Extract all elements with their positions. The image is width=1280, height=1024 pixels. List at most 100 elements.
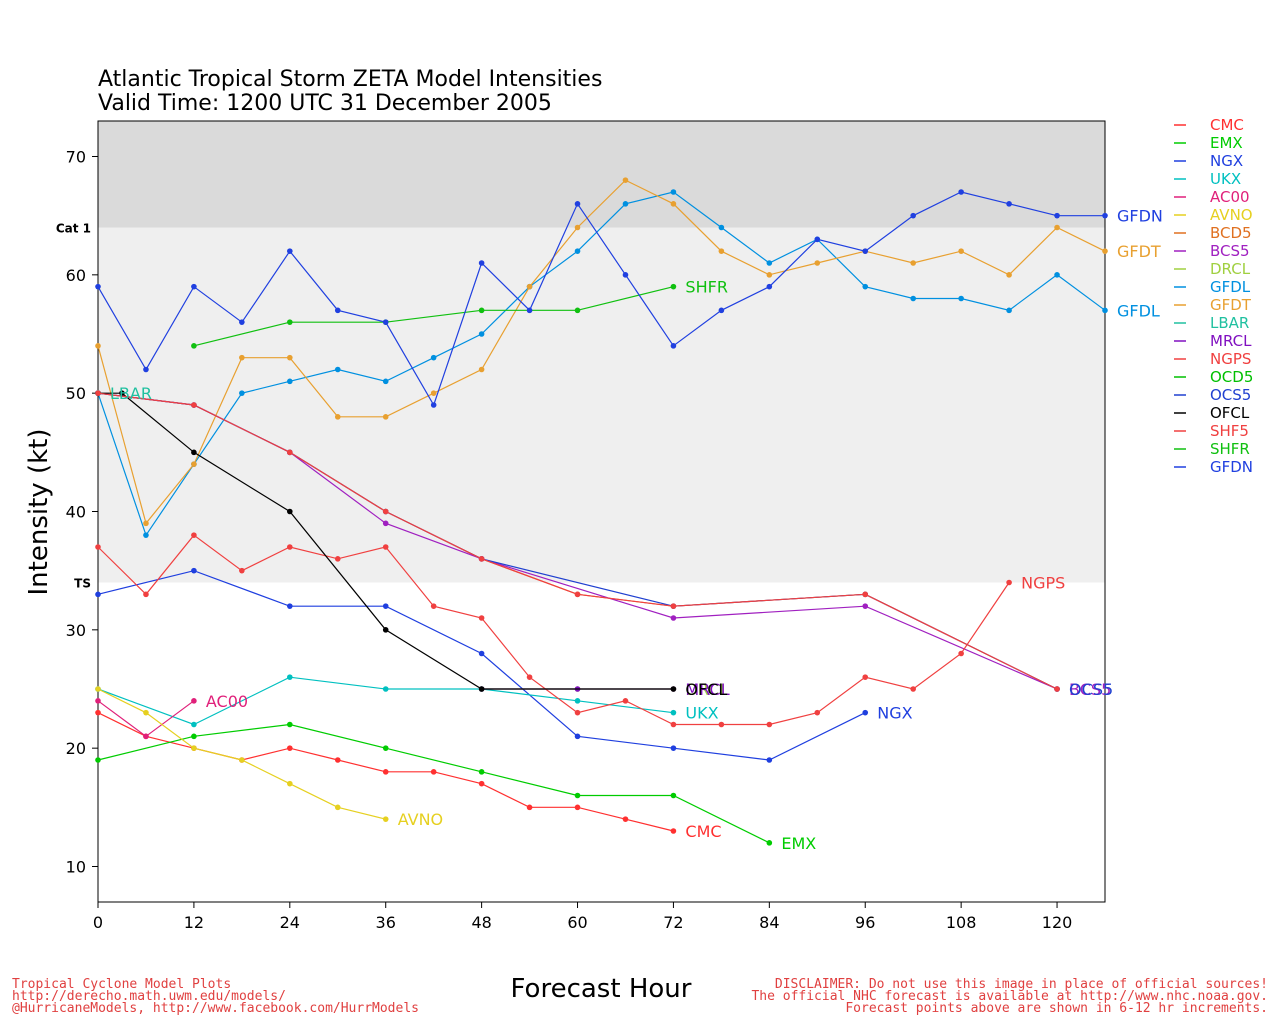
footer-left-line-2: http://derecho.math.uwm.edu/models/	[12, 989, 286, 1004]
point-cmc	[382, 769, 389, 775]
point-gfdl	[334, 366, 341, 373]
point-emx	[478, 769, 485, 775]
series-ngx	[95, 567, 869, 763]
point-shfr	[670, 283, 677, 290]
point-avno	[287, 780, 293, 787]
footer-right-line-3: Forecast points above are shown in 6-12 …	[845, 1001, 1268, 1016]
series-cmc	[95, 709, 677, 834]
y-tick-label: 20	[66, 739, 86, 758]
point-ngx	[287, 603, 293, 609]
point-gfdt	[191, 461, 197, 467]
point-ukx	[191, 721, 197, 728]
band-label-ts: TS	[74, 577, 91, 591]
end-label-ac00: AC00	[206, 692, 248, 711]
legend-label-gfdn: GFDN	[1210, 458, 1253, 476]
point-gfdn	[526, 307, 533, 314]
series-ac00	[95, 698, 197, 740]
point-gfdl	[574, 248, 581, 254]
point-emx	[287, 721, 293, 728]
x-axis-label: Forecast Hour	[511, 974, 692, 1004]
legend-label-gfdt: GFDT	[1210, 296, 1252, 314]
intensity-bands: TS Cat 1	[56, 121, 1105, 591]
point-shfr	[191, 343, 197, 349]
point-cmc	[334, 757, 341, 763]
point-shf5	[478, 556, 485, 562]
point-gfdn	[191, 283, 197, 290]
point-gfdl	[382, 378, 389, 385]
point-avno	[95, 686, 101, 692]
point-avno	[382, 816, 389, 822]
end-label-bcs5: BCS5	[1069, 680, 1111, 699]
point-ngps	[622, 698, 629, 704]
point-gfdt	[430, 390, 437, 396]
legend-label-ngx: NGX	[1210, 152, 1243, 170]
point-cmc	[622, 816, 629, 822]
point-gfdn	[1054, 212, 1060, 219]
point-shf5	[191, 402, 197, 408]
point-ngx	[670, 745, 677, 751]
point-avno	[334, 804, 341, 811]
point-gfdl	[1054, 272, 1060, 278]
point-gfdn	[574, 201, 581, 207]
point-gfdt	[1102, 248, 1108, 254]
point-gfdl	[287, 378, 293, 385]
legend-label-ukx: UKX	[1210, 170, 1241, 188]
legend-label-ocd5: OCD5	[1210, 368, 1253, 386]
point-bcs5	[382, 520, 389, 527]
point-gfdt	[574, 224, 581, 231]
point-emx	[766, 840, 773, 846]
y-tick-label: 70	[66, 148, 86, 167]
point-cmc	[287, 745, 293, 751]
point-ngps	[191, 532, 197, 538]
end-label-drcl: DRCL	[685, 680, 728, 699]
point-cmc	[478, 780, 485, 787]
point-emx	[191, 733, 197, 740]
series-line-emx	[97, 723, 770, 844]
point-shf5	[1054, 686, 1060, 692]
x-tick-label: 60	[567, 913, 587, 932]
footer-right-line-2: The official NHC forecast is available a…	[751, 989, 1268, 1004]
legend-label-shfr: SHFR	[1210, 440, 1250, 458]
point-gfdt	[478, 366, 485, 373]
point-ukx	[574, 698, 581, 704]
series-end-labels: CMC EMX NGX UKX AC00 AVNO BCS5 DRCL GFDL GFDT LBAR…	[110, 207, 1163, 853]
x-tick-label: 72	[663, 913, 683, 932]
point-ngps	[718, 721, 725, 728]
legend-label-emx: EMX	[1210, 134, 1243, 152]
end-label-mrcl: MRCL	[685, 680, 729, 699]
point-shfr	[478, 307, 485, 314]
footer-right-line-1: DISCLAIMER: Do not use this image in pla…	[775, 977, 1268, 992]
end-label-gfdt: GFDT	[1117, 242, 1161, 261]
point-ngps	[766, 721, 773, 728]
y-tick-label: 40	[66, 503, 86, 522]
point-gfdn	[478, 260, 485, 266]
point-ngx	[95, 591, 101, 598]
point-bcs5	[862, 603, 869, 609]
point-gfdl	[1006, 307, 1012, 314]
series-emx	[95, 721, 773, 846]
y-axis-label: Intensity (kt)	[24, 429, 54, 596]
legend-label-lbar: LBAR	[1210, 314, 1249, 332]
end-label-avno: AVNO	[398, 810, 443, 829]
y-tick-label: 10	[66, 858, 86, 877]
point-gfdl	[430, 354, 437, 361]
x-tick-label: 24	[280, 913, 300, 932]
point-ofcl	[382, 627, 389, 633]
end-label-ukx: UKX	[685, 704, 718, 723]
point-avno	[143, 709, 149, 716]
series-gfdn	[95, 189, 1108, 408]
point-ngps	[430, 603, 437, 609]
series-gfdt	[95, 177, 1108, 527]
point-ukx	[382, 686, 389, 692]
chart-title: Atlantic Tropical Storm ZETA Model Inten…	[98, 67, 602, 92]
point-ngps	[287, 544, 293, 550]
point-gfdn	[862, 248, 869, 254]
series-shf5	[95, 390, 1060, 692]
point-gfdt	[622, 177, 629, 183]
end-label-ngps: NGPS	[1021, 574, 1065, 593]
point-ngx	[574, 733, 581, 740]
point-ngps	[478, 615, 485, 621]
legend-label-ofcl: OFCL	[1210, 404, 1250, 422]
footer-left-line-3: @HurricaneModels, http://www.facebook.co…	[12, 1001, 419, 1016]
